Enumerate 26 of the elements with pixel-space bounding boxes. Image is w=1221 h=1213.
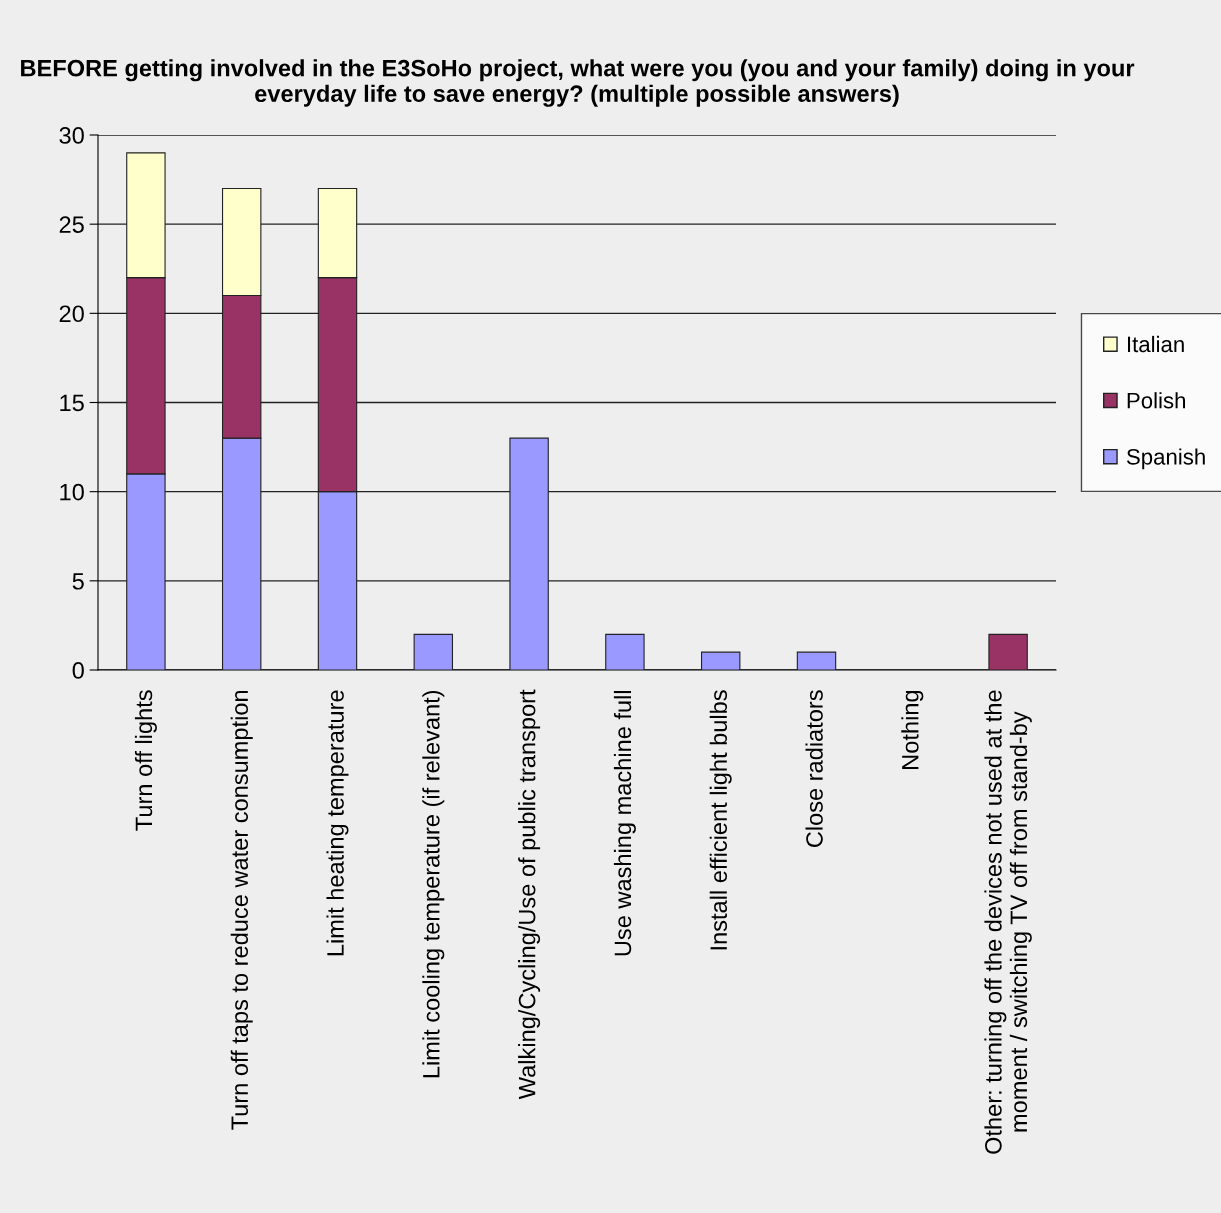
legend-label: Polish [1127,392,1186,409]
chart-title: BEFORE getting involved in the E3SoHo project, what were you (you and your family) doing in your everyday life to save energy? (multiple possible answers) [21,59,1135,107]
y-tick-label: 0 [72,662,84,679]
y-tick-label: 10 [60,483,84,501]
x-tick-label: Install efficient light bulbs [709,690,732,950]
x-tick-label: Use washing machine full [613,691,636,956]
x-tick-label: Walking/Cycling/Use of public transport [518,689,541,1100]
legend-label: Italian [1127,335,1184,353]
y-tick-label: 25 [59,216,84,233]
bar [605,633,645,670]
x-tick-label: Nothing [901,690,924,769]
y-tick-label: 15 [60,394,84,412]
bar [700,651,741,670]
legend-label: Spanish [1126,448,1205,470]
bar [796,651,837,670]
x-tick-label: Limit heating temperature [326,690,349,956]
x-tick-label: Turn off taps to reduce water consumption [230,690,253,1130]
x-tick-label: Turn off lights [134,690,157,831]
x-tick-label: Close radiators [805,690,823,848]
bar [988,633,1028,670]
y-tick-label: 30 [59,127,84,144]
bar [413,633,454,670]
x-tick-label: Limit cooling temperature (if relevant) [422,690,445,1078]
x-tick-label: Other: turning off the devices not used at the moment / switching TV off from stand-by [984,690,1032,1154]
y-tick-label: 5 [72,573,84,590]
y-tick-label: 20 [59,305,84,323]
